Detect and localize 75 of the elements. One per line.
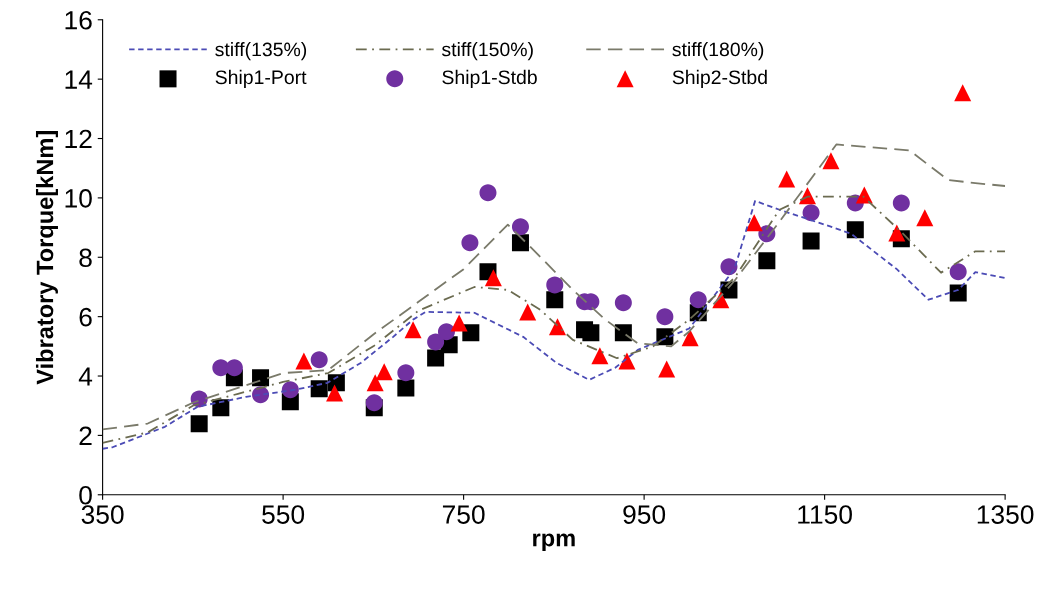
y-tick-label: 6 bbox=[79, 307, 92, 327]
point bbox=[404, 321, 422, 339]
point bbox=[614, 324, 632, 342]
legend-label: Ship1-Stdb bbox=[442, 69, 537, 88]
y-tick-label: 8 bbox=[79, 248, 92, 268]
point bbox=[954, 84, 972, 102]
point bbox=[689, 291, 707, 309]
point bbox=[295, 352, 313, 370]
point bbox=[758, 252, 776, 270]
point bbox=[397, 379, 415, 397]
y-tick-label: 12 bbox=[65, 129, 92, 149]
legend-label: stiff(150%) bbox=[441, 42, 533, 61]
x-tick-label: 950 bbox=[623, 505, 666, 524]
legend-label: stiff(180%) bbox=[672, 42, 764, 61]
x-tick-label: 1150 bbox=[798, 505, 852, 524]
point bbox=[479, 184, 497, 202]
point bbox=[888, 224, 906, 242]
point bbox=[802, 232, 820, 250]
point bbox=[225, 359, 243, 377]
point bbox=[614, 294, 632, 312]
line-series bbox=[102, 143, 1006, 431]
point bbox=[591, 347, 609, 365]
x-tick-label: 750 bbox=[442, 505, 485, 524]
point bbox=[365, 394, 383, 412]
point bbox=[618, 352, 636, 370]
point bbox=[375, 363, 393, 381]
y-tick-label: 10 bbox=[65, 189, 92, 208]
y-tick-label: 16 bbox=[65, 10, 92, 30]
point bbox=[778, 170, 796, 188]
point bbox=[427, 333, 445, 351]
point bbox=[949, 263, 967, 281]
point bbox=[450, 314, 468, 332]
point bbox=[511, 218, 529, 236]
point bbox=[681, 329, 699, 347]
legend-label: Ship1-Port bbox=[215, 69, 307, 88]
point bbox=[437, 323, 455, 341]
point bbox=[397, 364, 415, 382]
y-tick-label: 0 bbox=[79, 485, 92, 505]
point bbox=[252, 369, 270, 387]
legend-label: stiff(135%) bbox=[215, 42, 307, 61]
point bbox=[190, 415, 208, 433]
point bbox=[310, 351, 328, 369]
y-axis-title: Vibratory Torque[kNm] bbox=[35, 131, 58, 385]
point bbox=[511, 234, 529, 252]
y-tick-label: 4 bbox=[78, 367, 93, 386]
point bbox=[546, 276, 564, 294]
point bbox=[846, 221, 864, 239]
point bbox=[892, 194, 910, 212]
point bbox=[745, 214, 763, 232]
point bbox=[656, 308, 674, 326]
x-tick-label: 1350 bbox=[977, 505, 1034, 524]
point bbox=[916, 209, 934, 227]
point bbox=[281, 381, 299, 399]
point bbox=[949, 284, 967, 302]
point bbox=[212, 399, 230, 417]
y-tick-label: 14 bbox=[65, 70, 93, 89]
point bbox=[366, 374, 384, 392]
point bbox=[310, 380, 328, 398]
x-axis-title: rpm bbox=[533, 533, 575, 552]
point bbox=[658, 360, 676, 378]
point bbox=[546, 291, 564, 309]
point bbox=[519, 303, 537, 321]
x-tick-label: 350 bbox=[81, 505, 124, 524]
x-tick-label: 550 bbox=[262, 505, 305, 524]
point bbox=[484, 269, 502, 287]
point bbox=[427, 349, 445, 367]
point bbox=[582, 324, 600, 342]
point bbox=[548, 318, 566, 336]
point bbox=[822, 152, 840, 170]
legend-label: Ship2-Stbd bbox=[672, 69, 767, 88]
y-tick-label: 2 bbox=[79, 426, 92, 445]
point bbox=[461, 234, 479, 252]
point bbox=[802, 204, 820, 222]
point bbox=[462, 324, 480, 342]
point bbox=[326, 384, 344, 402]
